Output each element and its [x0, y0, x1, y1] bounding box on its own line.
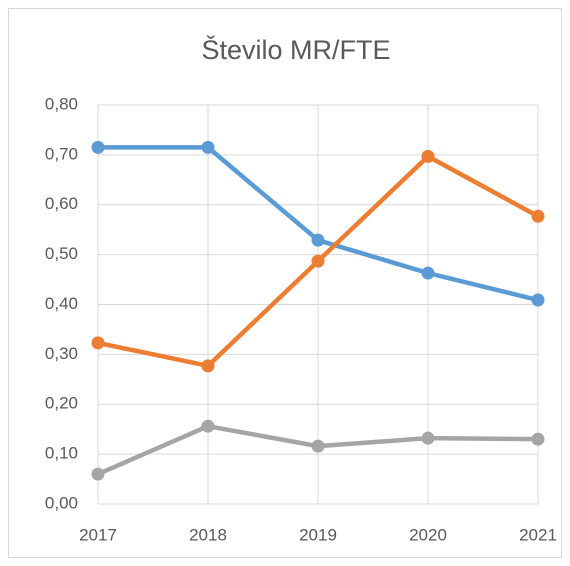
point: [311, 439, 325, 453]
x-tick-label: 2020: [409, 525, 447, 544]
point: [91, 467, 105, 481]
point: [201, 140, 215, 154]
x-tick-label: 2018: [189, 525, 227, 544]
y-tick-label: 0,30: [45, 344, 78, 363]
point: [531, 293, 545, 307]
point: [311, 254, 325, 268]
y-tick-label: 0,60: [45, 194, 78, 213]
point: [531, 209, 545, 223]
chart-border: [8, 8, 562, 558]
y-tick-label: 0,20: [45, 394, 78, 413]
point: [311, 233, 325, 247]
y-tick-label: 0,70: [45, 144, 78, 163]
point: [201, 419, 215, 433]
point: [421, 266, 435, 280]
x-tick-label: 2019: [299, 525, 337, 544]
y-tick-label: 0,50: [45, 244, 78, 263]
y-tick-label: 0,10: [45, 444, 78, 463]
point: [421, 431, 435, 445]
point: [421, 149, 435, 163]
y-tick-label: 0,80: [45, 94, 78, 113]
point: [201, 359, 215, 373]
point: [91, 336, 105, 350]
point: [531, 432, 545, 446]
chart-title: Število MR/FTE: [201, 34, 390, 65]
x-tick-label: 2017: [79, 525, 117, 544]
y-tick-label: 0,00: [45, 493, 78, 512]
y-tick-label: 0,40: [45, 294, 78, 313]
point: [91, 140, 105, 154]
x-tick-label: 2021: [519, 525, 557, 544]
